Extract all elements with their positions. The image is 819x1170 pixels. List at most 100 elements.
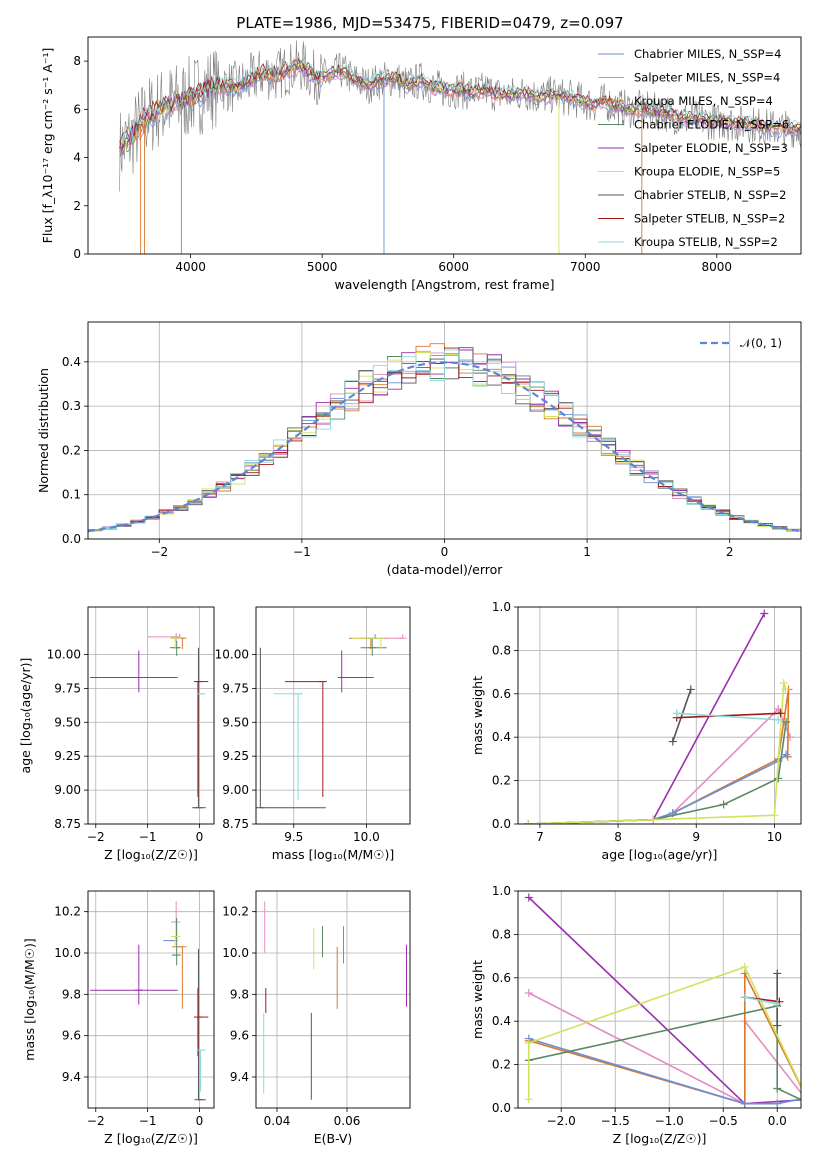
y-tick-label: 0.8 bbox=[492, 643, 511, 657]
y-tick-label: 9.75 bbox=[54, 681, 81, 695]
model-spectrum-line bbox=[119, 62, 801, 150]
data-point bbox=[337, 650, 374, 693]
y-tick-label: 9.8 bbox=[230, 987, 249, 1001]
y-tick-label: 0.4 bbox=[492, 1014, 511, 1028]
y-tick-label: 6 bbox=[73, 102, 81, 116]
x-axis-label: mass [log₁₀(M/M☉)] bbox=[272, 847, 394, 862]
y-tick-label: 0.0 bbox=[62, 532, 81, 546]
y-tick-label: 9.4 bbox=[62, 1070, 81, 1084]
weight-series bbox=[672, 709, 785, 722]
weight-series bbox=[668, 685, 695, 746]
y-tick-label: 10.0 bbox=[54, 946, 81, 960]
x-tick-label: −2 bbox=[87, 830, 105, 844]
legend-entry: Salpeter ELODIE, N_SSP=3 bbox=[634, 141, 788, 155]
weight-line bbox=[676, 712, 779, 721]
y-axis-label: mass weight bbox=[470, 960, 485, 1039]
legend-entry: Salpeter MILES, N_SSP=4 bbox=[634, 71, 780, 85]
plot-area bbox=[524, 609, 795, 824]
weight-series bbox=[524, 962, 814, 1108]
x-axis-label: Z [log₁₀(Z/Z☉)] bbox=[104, 1131, 198, 1146]
y-tick-label: 0.0 bbox=[492, 817, 511, 831]
y-tick-label: 0.8 bbox=[492, 927, 511, 941]
x-axis-label: Z [log₁₀(Z/Z☉)] bbox=[613, 1131, 707, 1146]
model-spectrum-line bbox=[119, 55, 801, 145]
weight-series bbox=[773, 969, 782, 1030]
x-tick-label: 0 bbox=[441, 545, 449, 559]
x-tick-label: −2.0 bbox=[547, 1114, 576, 1128]
weight-line bbox=[528, 707, 791, 824]
data-point bbox=[285, 681, 327, 797]
x-tick-label: −1 bbox=[139, 830, 157, 844]
plus-marker bbox=[524, 988, 533, 997]
y-tick-label: 0.3 bbox=[62, 399, 81, 413]
data-point bbox=[193, 988, 209, 1057]
axes-frame bbox=[87, 606, 215, 825]
x-tick-label: 0.06 bbox=[334, 1114, 361, 1128]
plot-area bbox=[90, 901, 209, 1101]
data-point bbox=[169, 637, 182, 650]
plus-marker bbox=[779, 678, 788, 687]
legend: Chabrier MILES, N_SSP=4 Salpeter MILES, N… bbox=[598, 47, 789, 249]
data-point bbox=[170, 935, 181, 947]
plus-marker bbox=[806, 1100, 814, 1108]
x-tick-label: 9.5 bbox=[284, 830, 303, 844]
y-tick-label: 1.0 bbox=[492, 600, 511, 614]
x-tick-label: 10.0 bbox=[353, 830, 380, 844]
plus-marker bbox=[719, 800, 728, 809]
plot-area bbox=[119, 40, 801, 254]
x-axis-label: wavelength [Angstrom, rest frame] bbox=[334, 277, 554, 292]
data-point bbox=[351, 637, 385, 650]
plus-marker bbox=[782, 750, 791, 759]
data-point bbox=[273, 693, 303, 800]
x-axis-label: age [log₁₀(age/yr)] bbox=[602, 847, 718, 862]
legend-entry: Kroupa ELODIE, N_SSP=5 bbox=[634, 165, 780, 179]
plus-marker bbox=[806, 1093, 814, 1101]
data-point bbox=[192, 647, 206, 809]
weight-line bbox=[528, 613, 766, 824]
data-point bbox=[360, 638, 387, 656]
weight-line bbox=[528, 689, 790, 824]
plus-marker bbox=[806, 1095, 814, 1103]
y-tick-label: 0.1 bbox=[62, 488, 81, 502]
axes-frame bbox=[87, 321, 802, 540]
y-tick-label: 10.00 bbox=[215, 647, 249, 661]
x-tick-label: 7 bbox=[536, 830, 544, 844]
x-tick-label: −1 bbox=[139, 1114, 157, 1128]
x-tick-label: −0.5 bbox=[709, 1114, 738, 1128]
data-point bbox=[90, 650, 178, 693]
y-tick-label: 9.00 bbox=[222, 783, 249, 797]
y-tick-label: 0.2 bbox=[492, 774, 511, 788]
legend-entry: Kroupa MILES, N_SSP=4 bbox=[634, 94, 773, 108]
plus-marker bbox=[776, 709, 785, 718]
y-tick-label: 9.50 bbox=[54, 715, 81, 729]
weight-series bbox=[672, 709, 783, 724]
plot-area bbox=[88, 343, 801, 533]
plus-marker bbox=[668, 737, 677, 746]
plus-marker bbox=[806, 1100, 814, 1108]
plus-marker bbox=[524, 893, 533, 902]
weight-line bbox=[528, 1005, 801, 1101]
weight-series bbox=[524, 685, 793, 824]
legend-entry: 𝒩(0, 1) bbox=[740, 336, 782, 350]
y-tick-label: 10.2 bbox=[222, 905, 249, 919]
plus-marker bbox=[781, 685, 790, 694]
plus-marker bbox=[686, 685, 695, 694]
x-tick-label: 6000 bbox=[438, 260, 469, 274]
weight-line bbox=[528, 1037, 801, 1105]
data-point bbox=[256, 647, 326, 809]
panel-age_vs_Z: −2 −1 0 8.75 9.00 9.25 9.50 9.75 10.00 Z [log₁₀(Z… bbox=[18, 606, 215, 862]
y-tick-label: 10.2 bbox=[54, 905, 81, 919]
axes-frame bbox=[255, 606, 411, 825]
plus-marker bbox=[740, 1099, 749, 1108]
weight-line bbox=[744, 996, 778, 1005]
plus-marker bbox=[524, 1038, 533, 1047]
x-axis-label: E(B-V) bbox=[314, 1131, 353, 1146]
data-point bbox=[172, 946, 187, 1009]
y-tick-label: 9.25 bbox=[222, 749, 249, 763]
plus-marker bbox=[773, 969, 782, 978]
x-tick-label: 8000 bbox=[702, 260, 733, 274]
y-tick-label: 10.0 bbox=[222, 946, 249, 960]
x-tick-label: 1 bbox=[583, 545, 591, 559]
plus-marker bbox=[740, 962, 749, 971]
